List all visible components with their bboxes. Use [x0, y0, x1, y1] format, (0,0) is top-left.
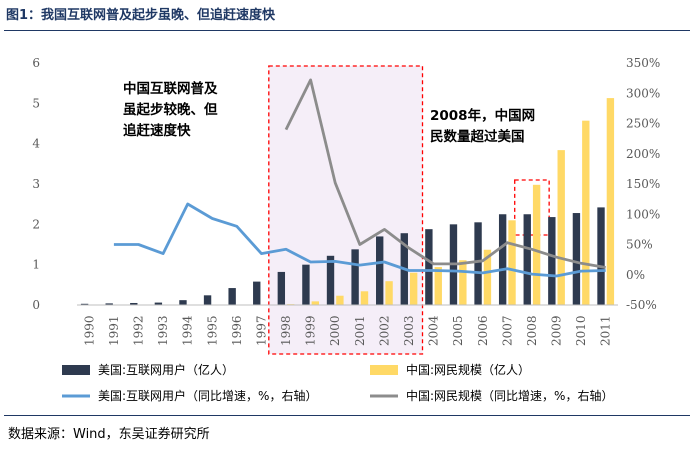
us-users-bar-2001 [351, 249, 359, 305]
legend-label-1: 美国:互联网用户（亿人） [98, 362, 234, 377]
left-tick-0: 0 [32, 298, 40, 312]
us-users-bar-1992 [130, 302, 138, 305]
x-tick-2004: 2004 [427, 315, 441, 346]
us-users-bar-1999 [302, 264, 310, 305]
us-growth-line [113, 202, 606, 278]
axes-layer: 0 1 2 3 4 5 6 -50% 0% 50% 100% 150% 200% 250% 300% 350%… [32, 56, 660, 346]
us-users-bar-2008 [523, 214, 531, 305]
x-tick-2002: 2002 [377, 315, 391, 346]
x-tick-2008: 2008 [525, 315, 539, 346]
us-users-bar-1998 [277, 271, 286, 305]
cn-netizens-bar-2000 [336, 295, 344, 305]
us-users-bar-1994 [179, 300, 187, 305]
us-users-bar-1990 [80, 303, 89, 305]
x-tick-2001: 2001 [353, 315, 367, 346]
right-tick-100%: 100% [626, 207, 660, 221]
us-users-bar-1995 [203, 295, 212, 305]
right-tick-0%: 0% [626, 268, 645, 282]
cn-netizens-bar-2001 [360, 291, 369, 305]
cn-netizens-bar-2011 [606, 98, 615, 305]
cn-netizens-bar-2008 [532, 184, 541, 305]
us-users-bar-2006 [474, 222, 482, 305]
left-tick-5: 5 [32, 96, 40, 110]
line-layer [113, 78, 606, 278]
left-tick-1: 1 [32, 258, 40, 272]
x-tick-2009: 2009 [550, 315, 564, 346]
right-tick-250%: 250% [626, 117, 660, 131]
cn-growth-line [284, 78, 606, 269]
us-users-bar-2011 [597, 207, 605, 305]
right-tick-300%: 300% [626, 86, 660, 100]
annotation-2-line-1: 2008年，中国网 [430, 107, 535, 124]
annotation-1-line-3: 追赶速度快 [123, 122, 191, 139]
us-users-bar-1996 [228, 288, 236, 305]
us-users-bar-2004 [425, 229, 433, 305]
x-tick-2010: 2010 [574, 315, 588, 346]
x-tick-1999: 1999 [304, 315, 318, 346]
us-users-bar-2009 [548, 217, 556, 305]
right-tick-150%: 150% [626, 177, 660, 191]
x-tick-1990: 1990 [82, 315, 96, 346]
cn-netizens-bar-1999 [311, 301, 319, 305]
x-tick-1991: 1991 [107, 315, 121, 346]
left-tick-2: 2 [32, 217, 40, 231]
left-tick-4: 4 [32, 137, 40, 151]
left-tick-3: 3 [32, 177, 40, 191]
x-tick-1992: 1992 [131, 315, 145, 346]
legend-swatch-2 [370, 365, 398, 375]
us-users-bar-1991 [105, 303, 113, 305]
cn-netizens-bar-2005 [459, 260, 467, 305]
x-tick-2003: 2003 [402, 315, 416, 346]
legend-label-4: 中国:网民规模（同比增速，%，右轴） [406, 388, 613, 403]
figure-title: 图1：我国互联网普及起步虽晚、但追赶速度快 [6, 8, 276, 23]
x-tick-1994: 1994 [181, 315, 195, 346]
us-users-bar-2007 [498, 214, 507, 305]
x-tick-1998: 1998 [279, 315, 293, 346]
cn-netizens-bar-2010 [582, 120, 590, 305]
annotation-1-line-2: 虽起步较晚、但 [123, 101, 218, 118]
cn-netizens-bar-2009 [557, 150, 565, 305]
right-tick-50%: 50% [626, 238, 653, 252]
annotation-1-line-1: 中国互联网普及 [123, 80, 218, 97]
x-tick-2011: 2011 [599, 315, 613, 346]
us-users-bar-1997 [253, 281, 261, 305]
x-tick-2000: 2000 [328, 315, 342, 346]
right-tick-350%: 350% [626, 56, 660, 70]
right-tick--50%: -50% [626, 298, 657, 312]
x-tick-2005: 2005 [451, 315, 465, 346]
right-tick-200%: 200% [626, 147, 660, 161]
title-rule [4, 30, 690, 31]
annotation-2-line-2: 民数量超过美国 [430, 128, 525, 145]
cn-netizens-bar-2006 [483, 249, 492, 305]
x-tick-1996: 1996 [230, 315, 244, 346]
x-tick-2006: 2006 [476, 315, 490, 346]
legend: 美国:互联网用户（亿人） 中国:网民规模（亿人） 美国:互联网用户（同比增速，%，右… [62, 362, 613, 403]
highlight-box-2 [514, 179, 550, 236]
legend-label-3: 美国:互联网用户（同比增速，%，右轴） [98, 388, 317, 403]
x-tick-1995: 1995 [205, 315, 219, 346]
us-users-bar-1993 [154, 302, 163, 305]
left-tick-6: 6 [32, 56, 40, 70]
source-note: 数据来源：Wind，东吴证券研究所 [8, 427, 210, 442]
x-tick-1993: 1993 [156, 315, 170, 346]
us-users-bar-2000 [326, 255, 335, 305]
x-tick-2007: 2007 [500, 315, 514, 346]
cn-netizens-bar-2007 [508, 220, 516, 305]
x-tick-1997: 1997 [254, 315, 268, 346]
bottom-rule [4, 415, 690, 416]
legend-swatch-1 [62, 365, 90, 375]
cn-netizens-bar-2003 [409, 272, 418, 305]
us-users-bar-2010 [572, 213, 581, 305]
legend-label-2: 中国:网民规模（亿人） [406, 362, 530, 377]
cn-netizens-bar-2002 [385, 281, 393, 305]
us-users-bar-2002 [376, 236, 384, 305]
cn-netizens-bar-2004 [434, 267, 442, 305]
